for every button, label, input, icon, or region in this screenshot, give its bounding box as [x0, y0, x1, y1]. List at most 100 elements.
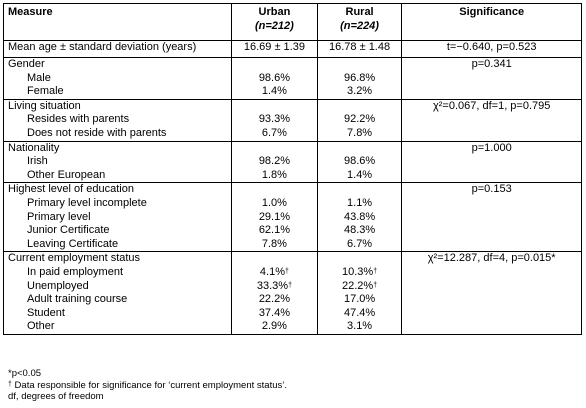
- gender-labels: Gender Male Female: [2, 57, 233, 100]
- employment-urban-value: 4.1%†: [236, 266, 313, 280]
- gender-rural: 96.8% 3.2%: [316, 57, 403, 100]
- education-rural-value: 6.7%: [347, 237, 373, 250]
- employment-urban-value: 22.2%: [258, 293, 291, 306]
- education-rural-value: 43.8%: [343, 210, 376, 223]
- education-heading: Highest level of education: [8, 183, 134, 196]
- employment-rural-value: 3.1%: [347, 320, 373, 333]
- footnote-df: df, degrees of freedom: [8, 391, 104, 402]
- header-rural-label: Rural: [345, 6, 374, 18]
- gender-rural-value: 96.8%: [343, 71, 376, 84]
- header-rural-n: (n=224): [340, 19, 379, 32]
- dagger-mark: †: [8, 380, 12, 388]
- gender-urban: 98.6% 1.4%: [231, 57, 318, 100]
- nationality-heading: Nationality: [8, 141, 60, 154]
- nationality-urban-value: 1.8%: [261, 168, 287, 181]
- mean-age-significance: t=−0.640, p=0.523: [401, 40, 582, 58]
- living-item-label: Does not reside with parents: [27, 126, 167, 139]
- employment-significance: χ²=12.287, df=4, p=0.015*: [401, 251, 582, 335]
- employment-urban: 4.1%† 33.3%† 22.2% 37.4% 2.9%: [231, 251, 318, 335]
- education-rural: 1.1% 43.8% 48.3% 6.7%: [316, 182, 403, 253]
- header-urban-label: Urban: [258, 6, 291, 18]
- living-heading: Living situation: [8, 99, 81, 112]
- nationality-urban-value: 98.2%: [258, 155, 291, 168]
- footnote-significance: *p<0.05: [8, 368, 42, 379]
- table-row-nationality: Nationality Irish Other European 98.2% 1…: [2, 140, 582, 184]
- living-item-label: Resides with parents: [27, 113, 130, 126]
- table-row-education: Highest level of education Primary level…: [2, 182, 582, 253]
- education-urban-value: 1.0%: [261, 196, 287, 209]
- gender-urban-value: 98.6%: [258, 71, 291, 84]
- employment-urban-value: 33.3%†: [236, 280, 313, 294]
- mean-age-label: Mean age ± standard deviation (years): [2, 40, 233, 58]
- employment-item-label: Adult training course: [27, 293, 128, 306]
- table-row-gender: Gender Male Female 98.6% 1.4% 96.8% 3.2%…: [2, 57, 582, 100]
- table-header-row: Measure Urban (n=212) Rural (n=224) Sign…: [2, 3, 582, 41]
- living-rural: 92.2% 7.8%: [316, 98, 403, 142]
- education-item-label: Leaving Certificate: [27, 237, 119, 250]
- employment-rural-value: 22.2%†: [322, 280, 398, 294]
- mean-age-rural: 16.78 ± 1.48: [316, 40, 403, 58]
- footnote-dagger-text: Data responsible for significance for ‘c…: [11, 379, 288, 391]
- gender-urban-value: 1.4%: [261, 85, 287, 98]
- living-labels: Living situation Resides with parents Do…: [2, 98, 233, 142]
- gender-item-label: Male: [27, 71, 51, 84]
- nationality-rural-value: 98.6%: [343, 155, 376, 168]
- living-urban-value: 93.3%: [258, 113, 291, 126]
- employment-item-label: Other: [27, 320, 55, 333]
- living-significance: χ²=0.067, df=1, p=0.795: [401, 98, 582, 142]
- employment-rural-value: 17.0%: [343, 293, 376, 306]
- employment-rural-number: 22.2%: [342, 279, 374, 292]
- employment-heading: Current employment status: [8, 252, 141, 265]
- demographics-table: Measure Urban (n=212) Rural (n=224) Sign…: [2, 3, 582, 335]
- table-row-mean-age: Mean age ± standard deviation (years) 16…: [2, 40, 582, 58]
- living-urban-value: 6.7%: [261, 126, 287, 139]
- employment-urban-number: 33.3%: [256, 279, 289, 292]
- nationality-labels: Nationality Irish Other European: [2, 140, 233, 184]
- education-urban: 1.0% 29.1% 62.1% 7.8%: [231, 182, 318, 253]
- nationality-item-label: Other European: [27, 168, 106, 181]
- table-row-living: Living situation Resides with parents Do…: [2, 98, 582, 142]
- mean-age-urban: 16.69 ± 1.39: [231, 40, 318, 58]
- education-rural-value: 1.1%: [347, 196, 373, 209]
- gender-significance: p=0.341: [401, 57, 582, 100]
- nationality-rural-value: 1.4%: [347, 168, 373, 181]
- gender-item-label: Female: [27, 85, 64, 98]
- gender-heading: Gender: [8, 58, 45, 70]
- education-urban-value: 29.1%: [258, 210, 291, 223]
- nationality-urban: 98.2% 1.8%: [231, 140, 318, 184]
- header-urban: Urban (n=212): [231, 3, 318, 41]
- employment-urban-value: 37.4%: [258, 306, 291, 319]
- employment-labels: Current employment status In paid employ…: [2, 251, 233, 335]
- employment-item-label: Unemployed: [27, 279, 89, 292]
- education-urban-value: 7.8%: [261, 237, 287, 250]
- nationality-rural: 98.6% 1.4%: [316, 140, 403, 184]
- gender-rural-value: 3.2%: [347, 85, 373, 98]
- header-urban-n: (n=212): [255, 19, 294, 32]
- header-measure: Measure: [2, 3, 233, 41]
- education-urban-value: 62.1%: [258, 224, 291, 237]
- employment-urban-value: 2.9%: [261, 320, 287, 333]
- education-item-label: Primary level: [27, 210, 91, 223]
- employment-item-label: Student: [27, 306, 65, 319]
- education-item-label: Junior Certificate: [27, 224, 110, 237]
- employment-item-label: In paid employment: [27, 265, 123, 278]
- education-labels: Highest level of education Primary level…: [2, 182, 233, 253]
- footnote-dagger: † Data responsible for significance for …: [8, 380, 287, 392]
- living-rural-value: 7.8%: [347, 126, 373, 139]
- table-row-employment: Current employment status In paid employ…: [2, 251, 582, 335]
- employment-rural-number: 10.3%: [342, 265, 374, 278]
- education-item-label: Primary level incomplete: [27, 196, 147, 209]
- employment-rural-value: 47.4%: [343, 306, 376, 319]
- living-rural-value: 92.2%: [343, 113, 376, 126]
- education-significance: p=0.153: [401, 182, 582, 253]
- header-rural: Rural (n=224): [316, 3, 403, 41]
- dagger-mark: †: [285, 267, 289, 275]
- employment-rural: 10.3%† 22.2%† 17.0% 47.4% 3.1%: [316, 251, 403, 335]
- header-significance: Significance: [401, 3, 582, 41]
- dagger-mark: †: [373, 281, 378, 289]
- employment-urban-number: 4.1%: [259, 265, 285, 278]
- living-urban: 93.3% 6.7%: [231, 98, 318, 142]
- dagger-mark: †: [373, 267, 378, 275]
- dagger-mark: †: [288, 281, 292, 289]
